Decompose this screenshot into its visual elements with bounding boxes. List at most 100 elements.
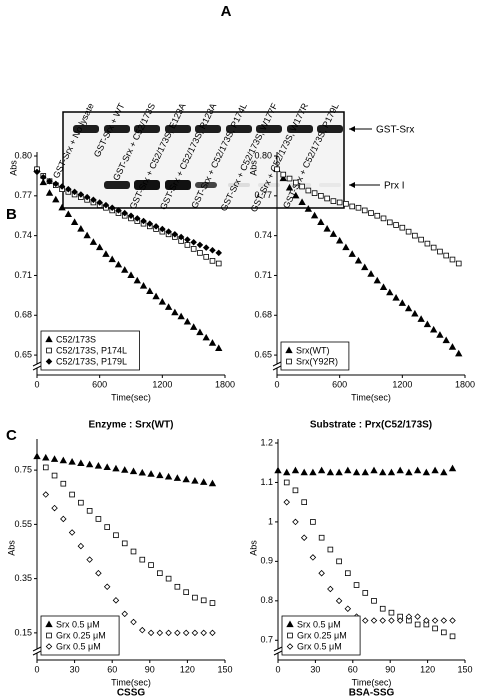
marker: [83, 231, 91, 239]
marker: [387, 468, 396, 476]
marker: [386, 219, 393, 226]
marker: [130, 548, 137, 555]
marker: [191, 629, 199, 637]
marker: [317, 466, 326, 474]
marker: [440, 617, 448, 624]
marker: [59, 456, 67, 464]
marker: [335, 597, 343, 605]
marker: [39, 178, 47, 186]
marker: [95, 243, 104, 251]
band: [256, 125, 282, 133]
marker: [292, 487, 299, 494]
marker: [51, 472, 58, 479]
marker: [112, 464, 120, 472]
marker: [95, 569, 102, 577]
marker: [292, 179, 299, 186]
x-tick-label: 120: [420, 664, 435, 674]
marker: [342, 243, 350, 251]
marker: [286, 175, 293, 182]
marker: [184, 242, 191, 248]
band: [195, 125, 221, 133]
marker: [46, 177, 53, 185]
marker: [52, 180, 60, 188]
marker: [42, 491, 50, 498]
marker: [352, 468, 361, 476]
marker: [45, 189, 54, 196]
marker: [152, 223, 160, 230]
marker: [344, 466, 352, 474]
marker: [344, 605, 352, 612]
marker: [423, 617, 430, 624]
axis-break: [273, 650, 283, 656]
gst-srx-bands: [73, 125, 343, 133]
marker: [139, 282, 148, 289]
marker: [274, 166, 280, 173]
marker: [330, 198, 337, 204]
x-tick-label: 0: [34, 664, 39, 674]
panel-label: B: [6, 206, 17, 223]
x-tick-label: 60: [107, 664, 117, 674]
marker: [279, 174, 287, 182]
marker: [392, 293, 400, 301]
marker: [147, 629, 155, 637]
marker: [148, 562, 154, 568]
marker: [336, 199, 343, 206]
marker: [208, 339, 217, 346]
marker: [70, 218, 79, 225]
marker: [196, 328, 204, 336]
marker: [424, 240, 431, 247]
marker: [430, 244, 437, 251]
legend-box: [280, 341, 350, 371]
marker: [388, 617, 395, 624]
marker: [182, 629, 190, 637]
marker: [164, 303, 173, 310]
marker: [414, 621, 421, 628]
marker: [298, 198, 306, 206]
band: [319, 183, 341, 187]
marker: [292, 518, 299, 526]
marker: [174, 629, 181, 637]
marker: [157, 570, 163, 576]
marker: [405, 468, 413, 476]
marker: [355, 204, 362, 211]
marker: [310, 519, 316, 525]
marker: [317, 218, 325, 225]
x-tick-label: 120: [180, 664, 195, 674]
marker: [165, 228, 172, 235]
y-tick-label: 0.65: [254, 349, 272, 359]
marker: [305, 187, 312, 194]
y-tick-label: 0.71: [14, 270, 32, 280]
legend-label: Grx 0.25 μM: [297, 630, 347, 640]
marker: [396, 617, 404, 624]
x-tick-label: 60: [348, 664, 358, 674]
marker: [386, 288, 394, 296]
marker: [353, 582, 360, 588]
marker: [69, 491, 75, 498]
marker: [449, 617, 456, 624]
marker: [77, 224, 85, 232]
legend-box: [40, 330, 140, 371]
prx-bands: [104, 180, 341, 190]
legend-marker: [286, 643, 294, 650]
marker: [362, 590, 369, 596]
marker: [309, 554, 317, 561]
marker: [60, 480, 67, 487]
y-tick-label: 1.1: [260, 477, 273, 487]
marker: [283, 479, 290, 486]
marker: [455, 349, 463, 357]
marker: [283, 468, 291, 476]
y-tick-label: 0.8: [260, 595, 273, 605]
y-tick-label: 0.77: [14, 190, 32, 200]
marker: [393, 222, 399, 228]
marker: [184, 236, 191, 243]
x-tick-label: 0: [274, 379, 279, 389]
marker: [413, 466, 422, 474]
marker: [121, 266, 129, 273]
marker: [33, 168, 41, 176]
marker: [146, 287, 154, 294]
marker: [139, 626, 146, 634]
x-axis-label: Time(sec): [111, 677, 151, 687]
marker: [318, 569, 325, 577]
